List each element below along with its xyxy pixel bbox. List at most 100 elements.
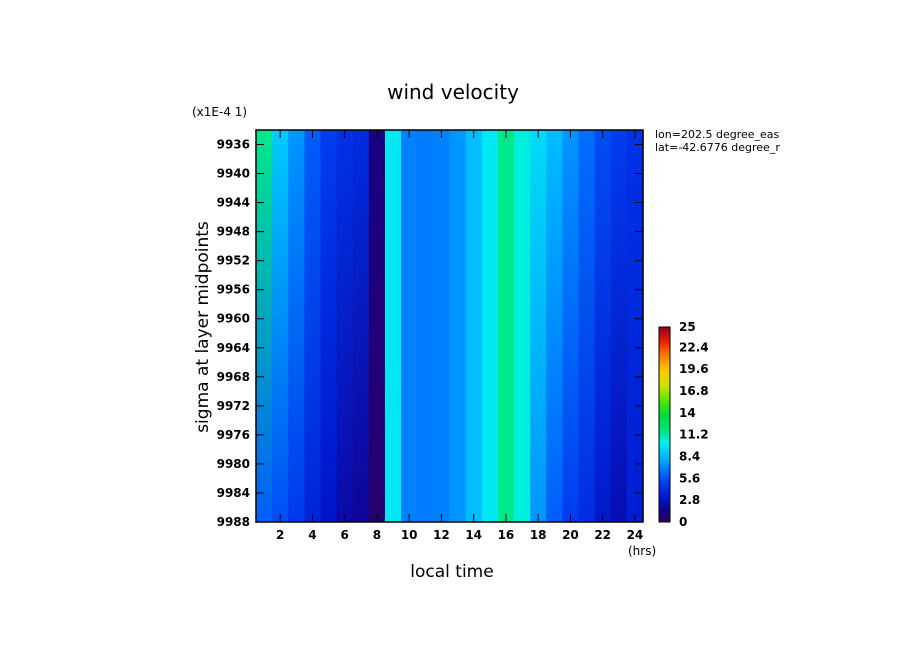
colorbar-segment [659,505,670,510]
heatmap-cell [594,130,612,522]
colorbar-segment [659,379,670,383]
plot-area [256,130,644,522]
x-tick-label: 22 [594,528,611,542]
y-axis: 9936 9940 9944 9948 9952 9956 9960 9964 9968 9972… [217,138,643,529]
colorbar-segment [659,424,670,429]
heatmap-cell [336,130,354,522]
colorbar-segment [659,405,670,409]
colorbar-segment [659,392,670,396]
colorbar-segment [659,343,670,347]
colorbar-segment [659,372,670,377]
colorbar-segment [659,434,670,438]
heatmap-cell [610,130,628,522]
colorbar-segment [659,512,670,516]
x-tick-label: 16 [498,528,515,542]
y-tick-label: 9944 [217,196,250,210]
colorbar-segment [659,395,670,399]
colorbar-segment [659,457,670,461]
heatmap-cell [546,130,563,522]
colorbar-segment [659,447,670,451]
x-tick-label: 24 [627,528,644,542]
colorbar-segment [659,470,670,474]
colorbar-segment [659,408,670,412]
heatmap-cell [401,130,418,522]
colorbar-segment [659,414,670,419]
x-tick-label: 4 [308,528,316,542]
heatmap-cell [481,130,499,522]
y-tick-label: 9956 [217,283,250,297]
colorbar-segment [659,460,670,464]
x-tick-label: 6 [341,528,349,542]
y-tick-label: 9960 [217,312,250,326]
heatmap-cell [385,130,402,522]
colorbar-segment [659,398,670,403]
colorbar-tick-label: 2.8 [679,493,700,507]
heatmap-cell [417,130,434,522]
colorbar-segment [659,518,670,523]
colorbar-segment [659,473,670,477]
colorbar-segment [659,476,670,481]
colorbar-segment [659,333,670,338]
colorbar-segment [659,489,670,494]
x-axis-label: local time [410,562,493,582]
heatmap-cell [514,130,531,522]
colorbar-segment [659,327,670,331]
colorbar-segment [659,375,670,380]
colorbar-segment [659,499,670,503]
colorbar-segment [659,411,670,416]
colorbar-segment [659,463,670,468]
y-tick-label: 9968 [217,370,250,384]
heatmap-cell [272,130,289,522]
colorbar-segment [659,421,670,425]
y-tick-label: 9940 [217,167,250,181]
colorbar-segment [659,356,670,360]
plot-frame [255,129,644,523]
heatmap-cell [256,130,273,522]
colorbar-segment [659,509,670,513]
colorbar-segment [659,346,670,351]
x-tick-label: 2 [276,528,284,542]
colorbar-frame [658,326,671,523]
colorbar-segment [659,492,670,497]
colorbar-segment [659,431,670,435]
colorbar-tick-label: 8.4 [679,449,700,463]
heatmap-cell [288,130,305,522]
colorbar-segment [659,515,670,520]
y-axis-label: sigma at layer midpoints [193,221,213,433]
y-scale-note: (x1E-4 1) [192,105,247,119]
colorbar-segment [659,479,670,484]
colorbar-segment [659,496,670,500]
colorbar-segment [659,336,670,341]
y-tick-label: 9948 [217,225,250,239]
heatmap-cell [578,130,596,522]
x-tick-label: 18 [530,528,547,542]
heatmap-cell [465,130,483,522]
heatmap-cell [626,130,644,522]
colorbar-segment [659,444,670,448]
colorbar-segment [659,366,670,370]
colorbar-segment [659,466,670,471]
x-axis-unit: (hrs) [628,544,656,558]
y-tick-label: 9936 [217,138,250,152]
colorbar-segment [659,502,670,507]
colorbar-segment [659,486,670,490]
colorbar-segment [659,353,670,357]
heatmap-cell [433,130,451,522]
y-tick-label: 9988 [217,515,250,529]
colorbar-segment [659,450,670,455]
chart-title: wind velocity [387,80,519,104]
colorbar-tick-label: 19.6 [679,362,709,376]
colorbar-segment [659,437,670,442]
y-tick-label: 9980 [217,457,250,471]
colorbar-tick-label: 16.8 [679,384,709,398]
colorbar-segment [659,440,670,445]
colorbar-segment [659,388,670,393]
colorbar-tick-label: 5.6 [679,471,700,485]
colorbar-segment [659,359,670,364]
colorbar-segment [659,427,670,432]
colorbar-segment [659,362,670,367]
heatmap-cell [530,130,547,522]
